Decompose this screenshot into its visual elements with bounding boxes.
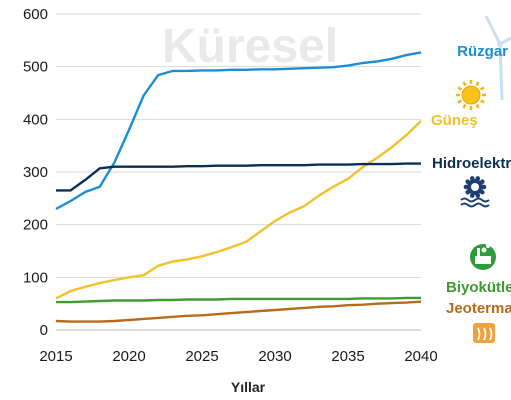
x-tick-label: 2025 [185, 348, 218, 365]
x-tick-label: 2035 [331, 348, 364, 365]
geothermal-icon [473, 323, 495, 343]
y-tick-label: 500 [23, 59, 48, 76]
series-line-2 [56, 162, 421, 192]
x-axis-ticks: 2015 2020 2025 2030 2035 2040 [39, 348, 437, 365]
watermark: Küresel [162, 20, 338, 73]
legend: Rüzgar Güneş Hidroelektrik Biyokütle Jeo… [431, 15, 511, 343]
y-tick-label: 400 [23, 111, 48, 128]
y-tick-label: 300 [23, 164, 48, 181]
gridlines [56, 13, 421, 278]
legend-label-hidroelektrik: Hidroelektrik [432, 155, 511, 172]
x-tick-label: 2015 [39, 348, 72, 365]
sun-icon [456, 80, 486, 110]
x-tick-label: 2020 [112, 348, 145, 365]
wind-turbine-icon [484, 15, 511, 101]
biomass-factory-icon [470, 244, 496, 270]
y-axis-ticks: 0 100 200 300 400 500 600 [23, 6, 48, 339]
x-tick-label: 2040 [404, 348, 437, 365]
series-line-0 [55, 51, 422, 210]
series-line-4 [55, 300, 422, 323]
y-tick-label: 600 [23, 6, 48, 23]
y-tick-label: 100 [23, 269, 48, 286]
x-tick-label: 2030 [258, 348, 291, 365]
series-lines [55, 51, 422, 323]
legend-label-gunes: Güneş [431, 112, 478, 129]
legend-label-biyokutle: Biyokütle [446, 279, 511, 296]
x-axis-label: Yıllar [231, 379, 266, 395]
legend-label-jeotermal: Jeotermal [446, 300, 511, 317]
series-line-3 [56, 296, 421, 304]
series-line-1 [55, 120, 422, 300]
y-tick-label: 200 [23, 217, 48, 234]
y-tick-label: 0 [40, 322, 48, 339]
legend-label-ruzgar: Rüzgar [457, 43, 508, 60]
hydro-turbine-icon [460, 176, 490, 208]
